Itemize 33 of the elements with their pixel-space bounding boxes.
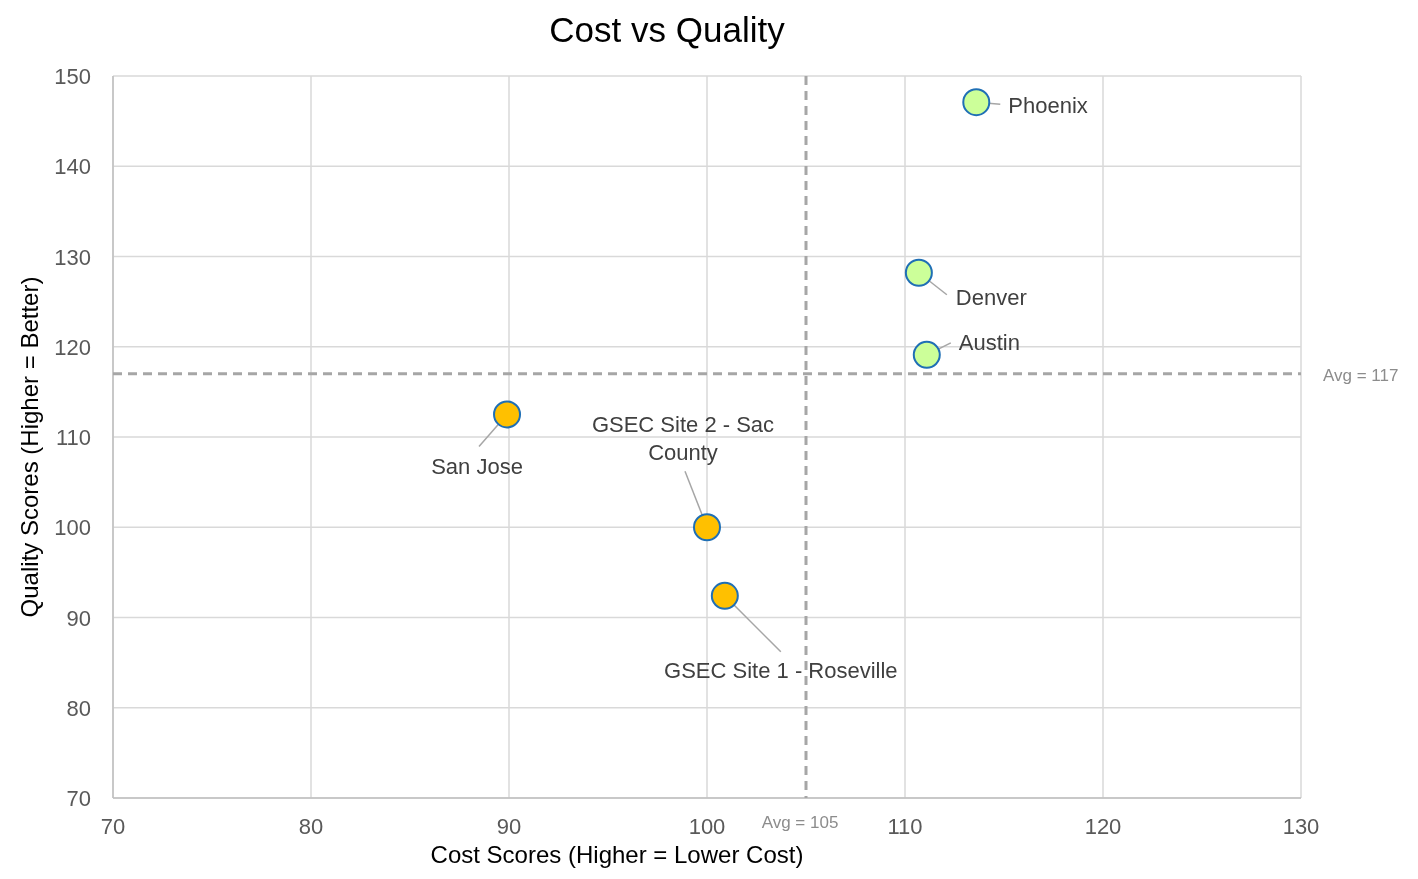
point bbox=[493, 400, 522, 429]
annotation: Denver bbox=[955, 284, 1027, 310]
chart-title: Cost vs Quality bbox=[549, 10, 786, 49]
x-tick-label: 80 bbox=[298, 814, 324, 839]
point bbox=[962, 88, 991, 117]
y-tick-label: 100 bbox=[54, 515, 91, 541]
x-tick-label: 90 bbox=[496, 814, 522, 839]
x-axis-title: Cost Scores (Higher = Lower Cost) bbox=[430, 841, 804, 868]
x-tick-label: 120 bbox=[1084, 814, 1122, 839]
x-tick-label: 110 bbox=[887, 814, 923, 839]
annotation: San Jose bbox=[431, 454, 523, 480]
x-tick-label: 100 bbox=[688, 814, 726, 839]
y-tick-label: 140 bbox=[54, 154, 91, 180]
x-tick-label: 130 bbox=[1282, 814, 1320, 839]
y-axis-title: Quality Scores (Higher = Better) bbox=[16, 276, 43, 618]
annotation: GSEC Site 2 - Sac County bbox=[591, 412, 775, 466]
ref-line-label: Avg = 105 bbox=[761, 813, 839, 832]
y-tick-label: 130 bbox=[54, 244, 91, 270]
point bbox=[693, 513, 721, 542]
annotation: Austin bbox=[958, 329, 1020, 355]
point bbox=[904, 258, 933, 287]
y-tick-label: 70 bbox=[66, 786, 91, 811]
y-tick-label: 150 bbox=[54, 64, 91, 89]
point bbox=[710, 581, 739, 610]
point bbox=[912, 340, 941, 369]
y-tick-label: 80 bbox=[66, 695, 91, 721]
annotation: GSEC Site 1 - Roseville bbox=[664, 657, 898, 683]
y-tick-label: 90 bbox=[66, 605, 91, 631]
x-tick-label: 70 bbox=[100, 814, 126, 839]
ref-line-label: Avg = 117 bbox=[1323, 365, 1399, 385]
annotation: Phoenix bbox=[1008, 93, 1088, 119]
y-tick-label: 110 bbox=[55, 425, 91, 450]
y-tick-label: 120 bbox=[54, 334, 91, 360]
